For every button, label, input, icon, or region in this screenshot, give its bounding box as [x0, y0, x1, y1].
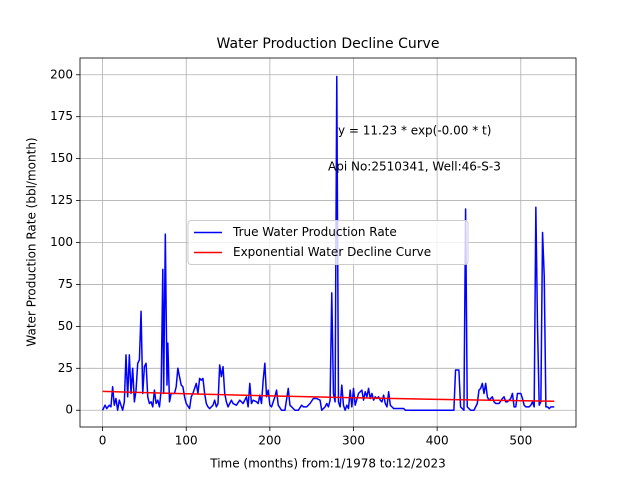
x-axis-label: Time (months) from:1/1978 to:12/2023 [209, 457, 446, 471]
annotation: y = 11.23 * exp(-0.00 * t) [338, 124, 491, 138]
x-tick-label: 100 [175, 434, 198, 448]
y-tick-label: 200 [50, 67, 73, 81]
y-tick-label: 50 [58, 319, 73, 333]
annotation: Api No:2510341, Well:46-S-3 [328, 160, 501, 174]
legend-box [187, 220, 469, 265]
x-tick-label: 200 [258, 434, 281, 448]
y-tick-label: 125 [50, 193, 73, 207]
x-tick-label: 300 [342, 434, 365, 448]
y-tick-label: 75 [58, 277, 73, 291]
y-axis-label: Water Production Rate (bbl/month) [25, 137, 39, 346]
chart-title: Water Production Decline Curve [217, 36, 440, 52]
data-line [102, 390, 555, 402]
plot-frame [79, 57, 577, 428]
y-tick-label: 100 [50, 235, 73, 249]
y-tick-label: 25 [58, 361, 73, 375]
y-tick-label: 175 [50, 109, 73, 123]
legend-label: True Water Production Rate [232, 225, 397, 239]
x-tick-label: 0 [99, 434, 107, 448]
legend-label: Exponential Water Decline Curve [233, 245, 431, 259]
x-tick-label: 500 [509, 434, 532, 448]
x-tick-label: 400 [426, 434, 449, 448]
y-tick-label: 150 [50, 151, 73, 165]
y-tick-label: 0 [65, 403, 73, 417]
